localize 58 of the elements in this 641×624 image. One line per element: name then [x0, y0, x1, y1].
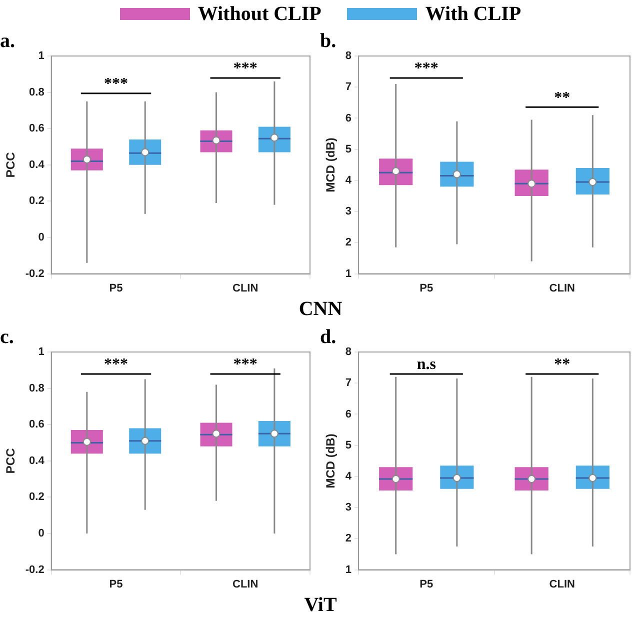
y-tick-label: 0.4	[29, 454, 46, 467]
annotation: ***	[233, 356, 258, 374]
y-tick-label: 6	[345, 112, 352, 124]
y-tick-label: 3	[345, 206, 352, 218]
x-tick-label: P5	[109, 578, 123, 590]
y-tick-label: 0.2	[29, 195, 44, 208]
y-tick-label: 2	[345, 532, 352, 545]
y-tick-label: 0.6	[29, 122, 44, 135]
y-tick-label: 4	[345, 174, 352, 186]
y-tick-label: 2	[345, 236, 352, 249]
y-tick-label: 0.2	[29, 491, 44, 504]
chart-title: a.	[0, 30, 15, 52]
y-tick-label: 1	[38, 346, 44, 358]
annotation: n.s	[416, 356, 436, 374]
y-tick-label: 0.4	[29, 158, 46, 171]
y-tick-label: 0.6	[29, 418, 44, 431]
y-axis-title: MCD (dB)	[324, 434, 338, 488]
y-tick-label: 6	[345, 408, 352, 420]
annotation: ***	[104, 356, 128, 374]
annotation: ***	[104, 76, 128, 93]
x-axis-title: ViT	[303, 594, 338, 617]
y-tick-label: -0.2	[25, 268, 44, 280]
x-tick-label: CLIN	[232, 578, 258, 590]
y-tick-label: 1	[345, 268, 352, 280]
x-tick-label: P5	[420, 578, 434, 590]
y-tick-label: 1	[38, 50, 44, 62]
y-tick-label: 5	[345, 439, 352, 452]
y-tick-label: 8	[345, 346, 352, 358]
x-tick-label: CLIN	[549, 282, 576, 294]
x-tick-label: P5	[109, 282, 123, 294]
y-tick-label: 8	[345, 50, 352, 62]
x-axis-title: CNN	[298, 298, 344, 321]
y-tick-label: 4	[345, 470, 352, 482]
chart-title: d.	[320, 326, 336, 348]
chart-title: c.	[0, 326, 14, 348]
y-tick-label: 5	[345, 143, 352, 156]
y-tick-label: 7	[345, 377, 352, 390]
y-tick-label: 3	[345, 502, 352, 514]
chart-title: b.	[320, 30, 336, 52]
annotation: **	[554, 89, 570, 106]
y-tick-label: 7	[345, 81, 352, 94]
legend-label: With CLIP	[425, 2, 522, 26]
annotation: ***	[233, 60, 258, 78]
y-tick-label: -0.2	[25, 564, 44, 576]
legend-label: Without CLIP	[198, 2, 322, 26]
x-tick-label: P5	[420, 282, 434, 294]
y-axis-title: PCC	[4, 448, 18, 474]
x-tick-label: CLIN	[232, 282, 258, 294]
y-axis-title: MCD (dB)	[324, 138, 338, 192]
y-tick-label: 0	[38, 232, 44, 244]
annotation: **	[554, 356, 570, 374]
y-tick-label: 0	[38, 528, 44, 540]
y-tick-label: 0.8	[29, 86, 44, 98]
y-tick-label: 0.8	[29, 382, 44, 394]
y-axis-title: PCC	[4, 152, 18, 178]
y-tick-label: 1	[345, 564, 352, 576]
annotation: ***	[414, 60, 438, 78]
x-tick-label: CLIN	[549, 578, 576, 590]
